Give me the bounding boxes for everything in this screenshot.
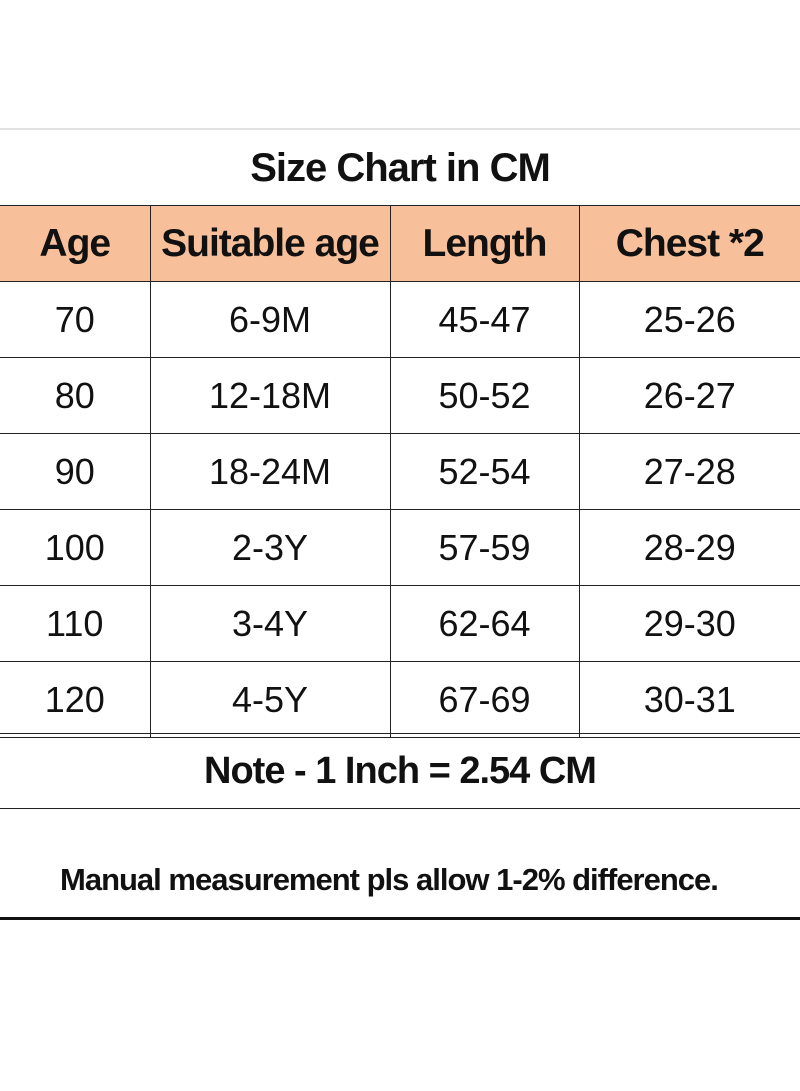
header-suitable-age: Suitable age	[149, 205, 391, 282]
table-row: 100 2-3Y 57-59 28-29	[0, 509, 800, 586]
cell-chest: 26-27	[578, 357, 800, 434]
cell-chest: 25-26	[578, 281, 800, 358]
cell-suitable-age: 3-4Y	[149, 585, 391, 662]
cell-chest: 27-28	[578, 433, 800, 510]
cell-age: 80	[0, 357, 151, 434]
table-row: 120 4-5Y 67-69 30-31	[0, 661, 800, 738]
header-chest: Chest *2	[578, 205, 800, 282]
table-row: 110 3-4Y 62-64 29-30	[0, 585, 800, 662]
table-header-row: Age Suitable age Length Chest *2	[0, 205, 800, 282]
header-length: Length	[389, 205, 580, 282]
cell-length: 45-47	[389, 281, 580, 358]
table-row: 70 6-9M 45-47 25-26	[0, 281, 800, 358]
cell-suitable-age: 6-9M	[149, 281, 391, 358]
cell-length: 52-54	[389, 433, 580, 510]
cell-suitable-age: 18-24M	[149, 433, 391, 510]
conversion-note: Note - 1 Inch = 2.54 CM	[0, 733, 800, 809]
cell-age: 120	[0, 661, 151, 738]
cell-suitable-age: 4-5Y	[149, 661, 391, 738]
cell-length: 62-64	[389, 585, 580, 662]
bottom-divider	[0, 917, 800, 920]
table-row: 90 18-24M 52-54 27-28	[0, 433, 800, 510]
cell-length: 57-59	[389, 509, 580, 586]
top-divider	[0, 128, 800, 130]
cell-chest: 30-31	[578, 661, 800, 738]
cell-age: 90	[0, 433, 151, 510]
table-row: 80 12-18M 50-52 26-27	[0, 357, 800, 434]
cell-suitable-age: 2-3Y	[149, 509, 391, 586]
header-age: Age	[0, 205, 151, 282]
cell-chest: 28-29	[578, 509, 800, 586]
size-table: Age Suitable age Length Chest *2 70 6-9M…	[0, 205, 800, 738]
cell-age: 110	[0, 585, 151, 662]
cell-length: 50-52	[389, 357, 580, 434]
cell-age: 100	[0, 509, 151, 586]
size-chart-title: Size Chart in CM	[250, 145, 551, 190]
measurement-disclaimer: Manual measurement pls allow 1-2% differ…	[60, 862, 719, 897]
cell-suitable-age: 12-18M	[149, 357, 391, 434]
cell-chest: 29-30	[578, 585, 800, 662]
cell-age: 70	[0, 281, 151, 358]
cell-length: 67-69	[389, 661, 580, 738]
